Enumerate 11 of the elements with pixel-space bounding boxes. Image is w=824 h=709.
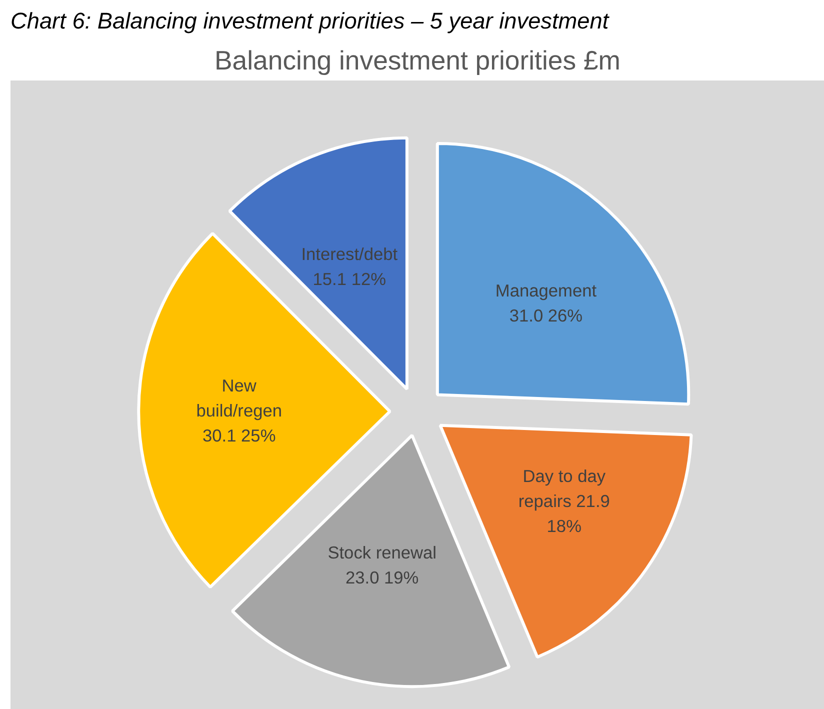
data-label: 30.1 25% [202,426,276,446]
slice-label: New build/regen [196,376,282,421]
data-label: 15.1 12% [312,269,386,290]
data-label: 23.0 19% [345,568,419,588]
data-label: 31.0 26% [509,305,583,326]
slice-label: Stock renewal [328,542,437,563]
chart-title: Balancing investment priorities £m [214,46,620,76]
slice-label: Interest/debt [301,244,398,264]
slice-label: Management [495,280,597,300]
caption: Chart 6: Balancing investment priorities – 5 year investment [10,8,610,34]
slice-label: Day to day repairs 21.9 18% [518,466,610,536]
